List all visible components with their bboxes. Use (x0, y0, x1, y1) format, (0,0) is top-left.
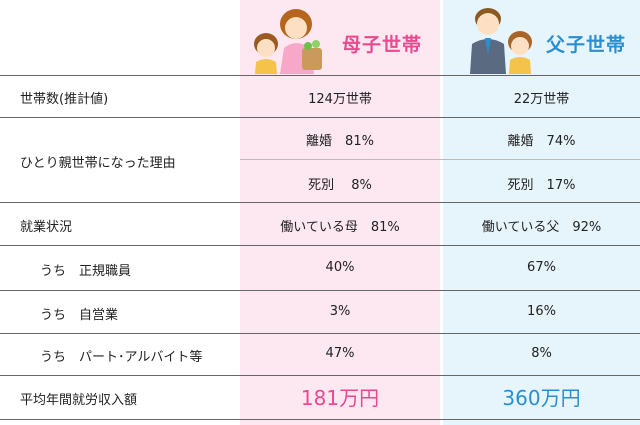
row-label: うち 正規職員 (40, 264, 132, 279)
row-label: 平均年間就労収入額 (20, 393, 138, 408)
father-income-value: 360万円 (502, 386, 581, 410)
father-part-time-value: 8% (531, 346, 552, 361)
mother-child-icon (254, 9, 322, 74)
row-label: うち 自営業 (40, 308, 119, 323)
row-divider (0, 117, 640, 118)
father-self-employed-value: 16% (527, 304, 556, 319)
row-divider (0, 75, 640, 76)
row-subdivider (240, 159, 640, 160)
row-divider (0, 419, 640, 420)
row-label: ひとり親世帯になった理由 (20, 156, 176, 171)
father-bereavement-value: 死別 17% (507, 178, 576, 193)
father-child-icon (470, 8, 532, 74)
mother-household-title: 母子世帯 (342, 34, 423, 56)
father-divorce-value: 離婚 74% (507, 134, 576, 149)
mother-part-time-value: 47% (325, 346, 355, 361)
father-employment-value: 働いている父 92% (481, 220, 602, 235)
row-divider (0, 375, 640, 376)
row-label: うち パート･アルバイト等 (40, 350, 203, 365)
mother-divorce-value: 離婚 81% (306, 134, 374, 149)
row-label: 世帯数(推計値) (20, 92, 109, 107)
mother-income-value: 181万円 (300, 386, 380, 410)
mother-self-employed-value: 3% (329, 304, 351, 319)
table-header: 母子世帯 父子世帯 (0, 0, 640, 75)
mother-households-value: 124万世帯 (308, 92, 372, 107)
row-divider (0, 202, 640, 203)
father-regular-value: 67% (527, 260, 556, 275)
father-household-title: 父子世帯 (546, 34, 627, 56)
mother-bereavement-value: 死別 8% (308, 178, 372, 193)
row-divider (0, 290, 640, 291)
row-divider (0, 245, 640, 246)
row-label: 就業状況 (20, 220, 73, 235)
row-divider (0, 333, 640, 334)
mother-regular-value: 40% (325, 260, 355, 275)
mother-employment-value: 働いている母 81% (280, 220, 400, 235)
father-households-value: 22万世帯 (513, 92, 570, 107)
